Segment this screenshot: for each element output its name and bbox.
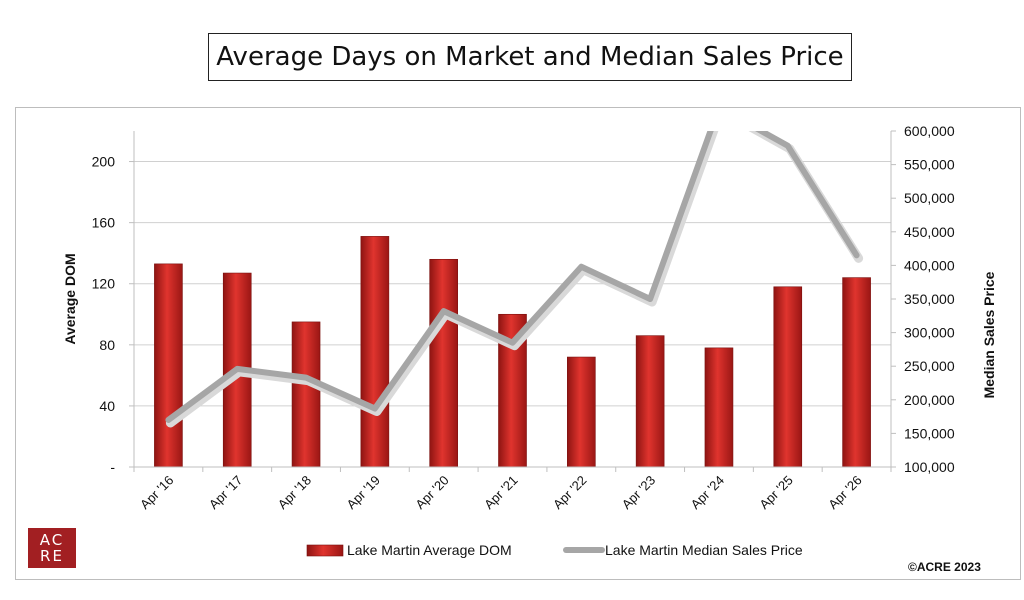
- legend-label-price: Lake Martin Median Sales Price: [605, 542, 803, 558]
- y2-tick-label: 200,000: [904, 392, 955, 408]
- y2-tick-label: 600,000: [904, 123, 955, 139]
- x-tick-label: Apr '21: [481, 473, 520, 512]
- x-tick-label: Apr '20: [412, 473, 451, 512]
- x-tick-label: Apr '24: [688, 473, 727, 512]
- x-tick-label: Apr '26: [825, 473, 864, 512]
- legend: Lake Martin Average DOM Lake Martin Media…: [306, 542, 803, 558]
- y2-tick-label: 150,000: [904, 425, 955, 441]
- line-layer: [165, 131, 864, 428]
- bar-apr25: [773, 286, 803, 468]
- x-tick-label: Apr '23: [619, 473, 658, 512]
- y-axis-title: Average DOM: [62, 253, 78, 344]
- y-tick-label: 120: [92, 276, 116, 292]
- bar-apr16: [154, 263, 183, 468]
- copyright-text: ©ACRE 2023: [908, 560, 981, 574]
- bars-layer: [154, 236, 871, 468]
- y2-tick-label: 100,000: [904, 459, 955, 475]
- y-tick-label: 40: [99, 398, 115, 414]
- y2-tick-label: 400,000: [904, 257, 955, 273]
- bar-apr19: [360, 236, 390, 468]
- axes-layer: [129, 130, 896, 472]
- y2-tick-label: 500,000: [904, 190, 955, 206]
- y2-tick-label: 350,000: [904, 291, 955, 307]
- x-tick-label: Apr '18: [275, 473, 314, 512]
- x-tick-label: Apr '22: [550, 473, 589, 512]
- bar-apr23: [635, 335, 665, 468]
- y2-tick-label: 250,000: [904, 358, 955, 374]
- chart-title: Average Days on Market and Median Sales …: [208, 33, 852, 81]
- x-tick-label: Apr '25: [756, 473, 795, 512]
- chart-frame: [15, 107, 1021, 580]
- y2-tick-label: 550,000: [904, 157, 955, 173]
- bar-apr24: [704, 347, 734, 468]
- y-tick-label: 80: [99, 337, 115, 353]
- y2-tick-label: 450,000: [904, 224, 955, 240]
- legend-swatch-dom: [306, 544, 344, 557]
- median-price-line: [165, 131, 860, 423]
- bar-apr22: [567, 356, 596, 468]
- y-tick-label: -: [110, 459, 115, 475]
- bar-apr26: [842, 277, 871, 468]
- y-tick-label: 200: [92, 154, 116, 170]
- y2-axis-title: Median Sales Price: [981, 271, 997, 398]
- bar-apr18: [291, 321, 321, 468]
- acre-logo-line2: RE: [40, 547, 64, 565]
- legend-label-dom: Lake Martin Average DOM: [347, 542, 512, 558]
- y2-tick-label: 300,000: [904, 325, 955, 341]
- acre-logo: AC RE: [28, 528, 76, 568]
- x-tick-label: Apr '19: [344, 473, 383, 512]
- x-tick-label: Apr '16: [137, 473, 176, 512]
- y-tick-label: 160: [92, 215, 116, 231]
- acre-logo-line1: AC: [39, 531, 65, 549]
- bar-apr20: [429, 258, 458, 468]
- x-tick-label: Apr '17: [206, 473, 245, 512]
